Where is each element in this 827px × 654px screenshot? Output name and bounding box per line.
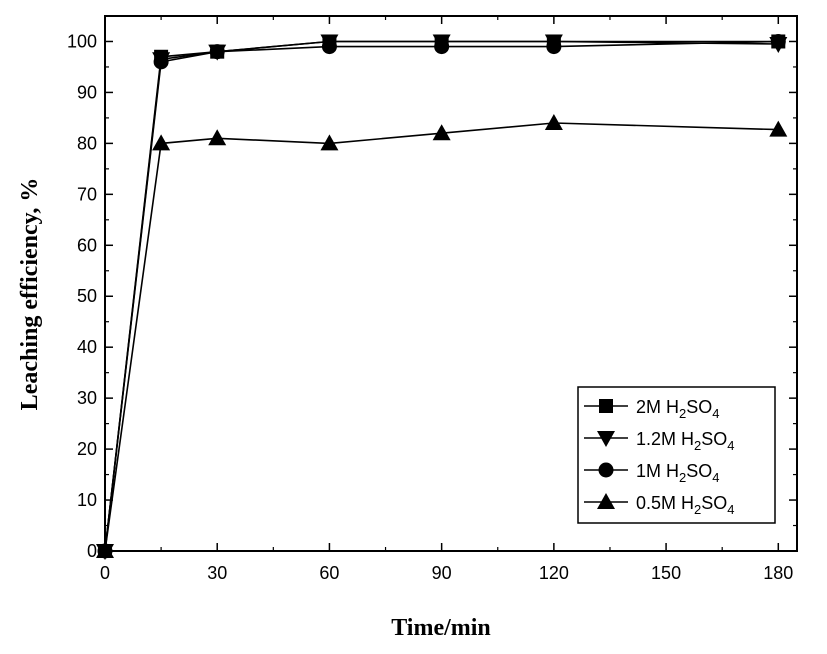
data-point [769,120,788,137]
legend-item: 0.5M H2SO4 [584,493,735,517]
y-tick-label: 90 [77,82,97,102]
y-tick-label: 100 [67,31,97,51]
y-tick-label: 50 [77,286,97,306]
y-tick-label: 40 [77,337,97,357]
data-point [432,124,451,141]
data-point [209,44,225,60]
x-tick-label: 60 [319,563,339,583]
data-point [208,129,227,146]
legend: 2M H2SO4 1.2M H2SO4 1M H2SO4 0.5M H2SO4 [577,386,776,524]
legend-item: 2M H2SO4 [584,397,720,421]
data-point [434,39,450,55]
y-tick-label: 20 [77,439,97,459]
legend-box [577,386,776,524]
y-tick-label: 60 [77,235,97,255]
legend-label: 0.5M H2SO4 [636,493,735,517]
legend-marker [597,493,615,509]
x-tick-label: 120 [539,563,569,583]
x-tick-label: 0 [100,563,110,583]
data-point [544,114,563,130]
x-axis-title: Time/min [391,615,491,641]
data-point [96,542,114,558]
legend-item: 1M H2SO4 [584,461,720,485]
data-point [321,39,337,55]
y-tick-label: 0 [87,541,97,561]
x-tick-label: 180 [763,563,793,583]
x-tick-label: 30 [207,563,227,583]
series-group [96,33,788,560]
y-tick-label: 10 [77,490,97,510]
plot-frame [104,15,798,552]
legend-label: 2M H2SO4 [636,397,720,421]
legend-item: 1.2M H2SO4 [584,429,735,453]
y-tick-label: 30 [77,388,97,408]
series-triangle-up [96,114,788,558]
data-point [770,33,786,49]
legend-marker [597,431,615,447]
axes-group: 0 30 60 90 120 150 180 0 10 20 30 40 50 60 70 80 90 100 [67,15,798,583]
data-point [546,39,562,55]
x-tick-label: 90 [432,563,452,583]
legend-marker [599,399,613,413]
data-point [320,134,339,151]
legend-label: 1.2M H2SO4 [636,429,735,453]
x-tick-label: 150 [651,563,681,583]
data-point [152,134,171,151]
data-point [153,54,169,70]
legend-label: 1M H2SO4 [636,461,720,485]
y-tick-label: 80 [77,133,97,153]
legend-marker [598,462,614,478]
y-tick-label: 70 [77,184,97,204]
y-axis-title: Leaching efficiency, % [17,178,43,411]
